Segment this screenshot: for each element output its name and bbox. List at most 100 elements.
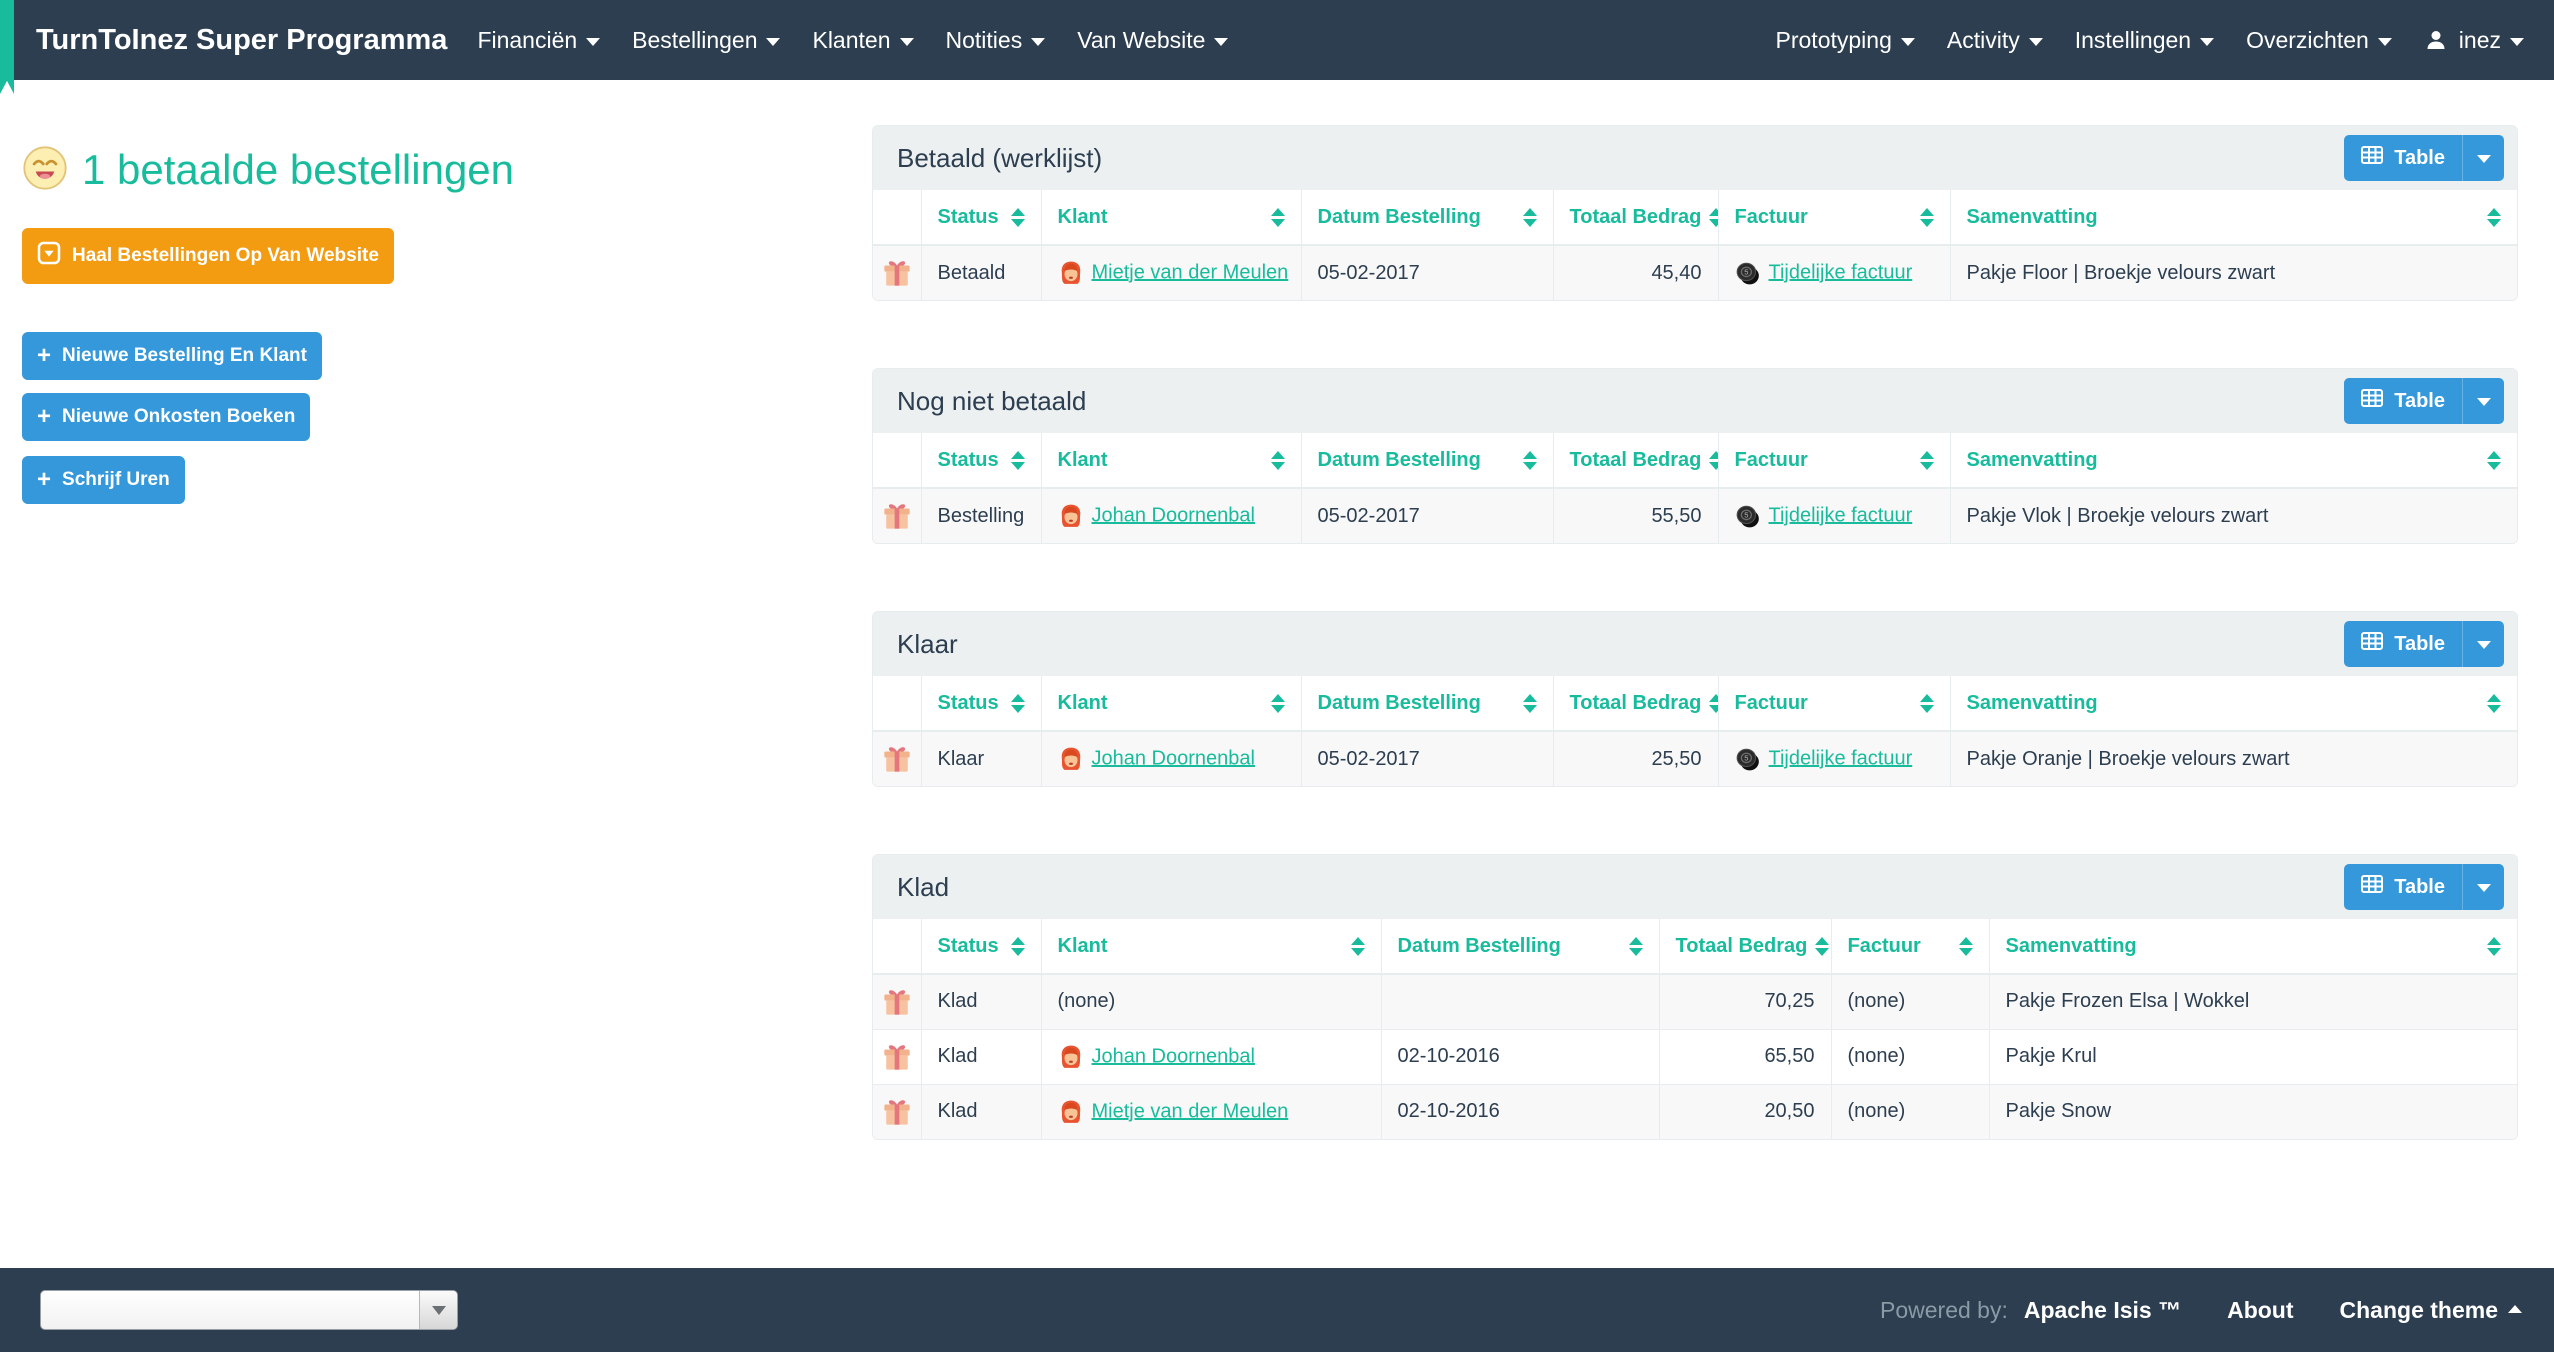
klant-cell: Johan Doornenbal bbox=[1040, 1029, 1381, 1084]
icon-column-header bbox=[873, 433, 921, 488]
table-view-button[interactable]: Table bbox=[2344, 621, 2462, 667]
menu-prototyping[interactable]: Prototyping bbox=[1760, 0, 1931, 80]
customer-link[interactable]: Johan Doornenbal bbox=[1091, 1044, 1255, 1067]
panel-title: Klaar bbox=[897, 628, 958, 659]
column-header-status[interactable]: Status bbox=[920, 190, 1041, 245]
column-header-factuur[interactable]: Factuur bbox=[1717, 676, 1950, 731]
apache-isis-link[interactable]: Apache Isis ™ bbox=[2023, 1296, 2182, 1323]
column-header-samenvatting[interactable]: Samenvatting bbox=[1949, 433, 2517, 488]
customer-link[interactable]: Johan Doornenbal bbox=[1091, 504, 1255, 527]
select-caret-button[interactable] bbox=[419, 1291, 457, 1329]
table-view-dropdown-button[interactable] bbox=[2462, 864, 2504, 910]
column-header-klant[interactable]: Klant bbox=[1040, 433, 1301, 488]
gift-icon bbox=[882, 258, 912, 288]
svg-text:5: 5 bbox=[1744, 754, 1748, 763]
sort-icon bbox=[1515, 450, 1537, 470]
table-view-dropdown-button[interactable] bbox=[2462, 135, 2504, 181]
factuur-link[interactable]: Tijdelijke factuur bbox=[1768, 504, 1913, 527]
panel-klaar: Klaar Table Status Klant Datum Bestellin… bbox=[872, 611, 2518, 787]
column-header-status[interactable]: Status bbox=[920, 676, 1041, 731]
about-link[interactable]: About bbox=[2227, 1296, 2294, 1323]
caret-down-icon bbox=[2510, 38, 2524, 46]
column-header-klant[interactable]: Klant bbox=[1040, 676, 1301, 731]
customer-avatar-icon bbox=[1058, 260, 1084, 286]
column-header-klant[interactable]: Klant bbox=[1040, 190, 1301, 245]
column-header-bedrag[interactable]: Totaal Bedrag bbox=[1658, 919, 1831, 974]
new-order-customer-button[interactable]: + Nieuwe Bestelling En Klant bbox=[22, 332, 322, 380]
bedrag-cell: 70,25 bbox=[1658, 974, 1831, 1029]
brand-title[interactable]: TurnToInez Super Programma bbox=[36, 23, 448, 56]
column-header-factuur[interactable]: Factuur bbox=[1717, 190, 1950, 245]
new-expenses-button[interactable]: + Nieuwe Onkosten Boeken bbox=[22, 393, 311, 441]
table-view-button[interactable]: Table bbox=[2344, 135, 2462, 181]
column-header-samenvatting[interactable]: Samenvatting bbox=[1949, 190, 2517, 245]
menu-overzichten[interactable]: Overzichten bbox=[2230, 0, 2408, 80]
caret-down-icon bbox=[899, 38, 914, 46]
view-switcher: Table bbox=[2344, 378, 2504, 424]
change-theme-button[interactable]: Change theme bbox=[2340, 1297, 2522, 1324]
caret-down-icon bbox=[2476, 641, 2491, 649]
datum-cell: 02-10-2016 bbox=[1380, 1029, 1659, 1084]
column-header-samenvatting[interactable]: Samenvatting bbox=[1949, 676, 2517, 731]
column-header-datum[interactable]: Datum Bestelling bbox=[1380, 919, 1659, 974]
table-row: Bestelling Johan Doornenbal 05-02-2017 5… bbox=[873, 488, 2517, 543]
customer-avatar-icon bbox=[1058, 503, 1084, 529]
column-header-samenvatting[interactable]: Samenvatting bbox=[1988, 919, 2517, 974]
menu-klanten[interactable]: Klanten bbox=[796, 0, 929, 80]
datum-cell: 05-02-2017 bbox=[1300, 488, 1553, 543]
column-header-status[interactable]: Status bbox=[920, 919, 1041, 974]
panel-heading: Klad Table bbox=[873, 855, 2517, 919]
menu-instellingen[interactable]: Instellingen bbox=[2059, 0, 2230, 80]
menu-financien[interactable]: Financiën bbox=[461, 0, 616, 80]
table-row: Klaar Johan Doornenbal 05-02-2017 25,50 … bbox=[873, 731, 2517, 786]
write-hours-button[interactable]: + Schrijf Uren bbox=[22, 456, 185, 504]
fetch-orders-button[interactable]: Haal Bestellingen Op Van Website bbox=[22, 228, 394, 284]
table-view-dropdown-button[interactable] bbox=[2462, 621, 2504, 667]
menu-van-website[interactable]: Van Website bbox=[1061, 0, 1244, 80]
column-header-bedrag[interactable]: Totaal Bedrag bbox=[1552, 433, 1718, 488]
datum-cell: 05-02-2017 bbox=[1300, 245, 1553, 300]
table-row: Betaald Mietje van der Meulen 05-02-2017… bbox=[873, 245, 2517, 300]
menu-activity[interactable]: Activity bbox=[1931, 0, 2059, 80]
sort-icon bbox=[1701, 450, 1718, 470]
customer-link[interactable]: Johan Doornenbal bbox=[1091, 747, 1255, 770]
caret-down-icon bbox=[1900, 38, 1915, 46]
column-header-datum[interactable]: Datum Bestelling bbox=[1300, 190, 1553, 245]
user-icon bbox=[2424, 28, 2448, 52]
table-view-button[interactable]: Table bbox=[2344, 864, 2462, 910]
gift-icon bbox=[882, 744, 912, 774]
download-box-icon bbox=[37, 241, 61, 271]
column-header-bedrag[interactable]: Totaal Bedrag bbox=[1552, 190, 1718, 245]
sort-icon bbox=[2479, 693, 2501, 713]
samenvatting-cell: Pakje Vlok | Broekje velours zwart bbox=[1949, 488, 2517, 543]
bedrag-cell: 55,50 bbox=[1552, 488, 1718, 543]
column-header-factuur[interactable]: Factuur bbox=[1830, 919, 1989, 974]
column-header-datum[interactable]: Datum Bestelling bbox=[1300, 433, 1553, 488]
icon-column-header bbox=[873, 190, 921, 245]
customer-link[interactable]: Mietje van der Meulen bbox=[1091, 1100, 1289, 1123]
column-header-bedrag[interactable]: Totaal Bedrag bbox=[1552, 676, 1718, 731]
column-header-klant[interactable]: Klant bbox=[1040, 919, 1381, 974]
column-header-status[interactable]: Status bbox=[920, 433, 1041, 488]
datum-cell: 02-10-2016 bbox=[1380, 1084, 1659, 1139]
caret-down-icon bbox=[2028, 38, 2043, 46]
footer-select[interactable] bbox=[40, 1290, 458, 1330]
factuur-link[interactable]: Tijdelijke factuur bbox=[1768, 261, 1913, 284]
customer-avatar-icon bbox=[1058, 1099, 1084, 1125]
column-header-factuur[interactable]: Factuur bbox=[1717, 433, 1950, 488]
panel-heading: Nog niet betaald Table bbox=[873, 369, 2517, 433]
table-view-dropdown-button[interactable] bbox=[2462, 378, 2504, 424]
caret-down-icon bbox=[2476, 884, 2491, 892]
brand-ribbon bbox=[0, 0, 14, 94]
column-header-datum[interactable]: Datum Bestelling bbox=[1300, 676, 1553, 731]
customer-link[interactable]: Mietje van der Meulen bbox=[1091, 261, 1289, 284]
sort-icon bbox=[1912, 693, 1934, 713]
sort-icon bbox=[2479, 450, 2501, 470]
factuur-link[interactable]: Tijdelijke factuur bbox=[1768, 747, 1913, 770]
sort-icon bbox=[1003, 450, 1025, 470]
menu-bestellingen[interactable]: Bestellingen bbox=[616, 0, 796, 80]
menu-notities[interactable]: Notities bbox=[930, 0, 1062, 80]
klant-cell: Johan Doornenbal bbox=[1040, 731, 1301, 786]
table-view-button[interactable]: Table bbox=[2344, 378, 2462, 424]
menu-user[interactable]: inez bbox=[2408, 0, 2540, 80]
